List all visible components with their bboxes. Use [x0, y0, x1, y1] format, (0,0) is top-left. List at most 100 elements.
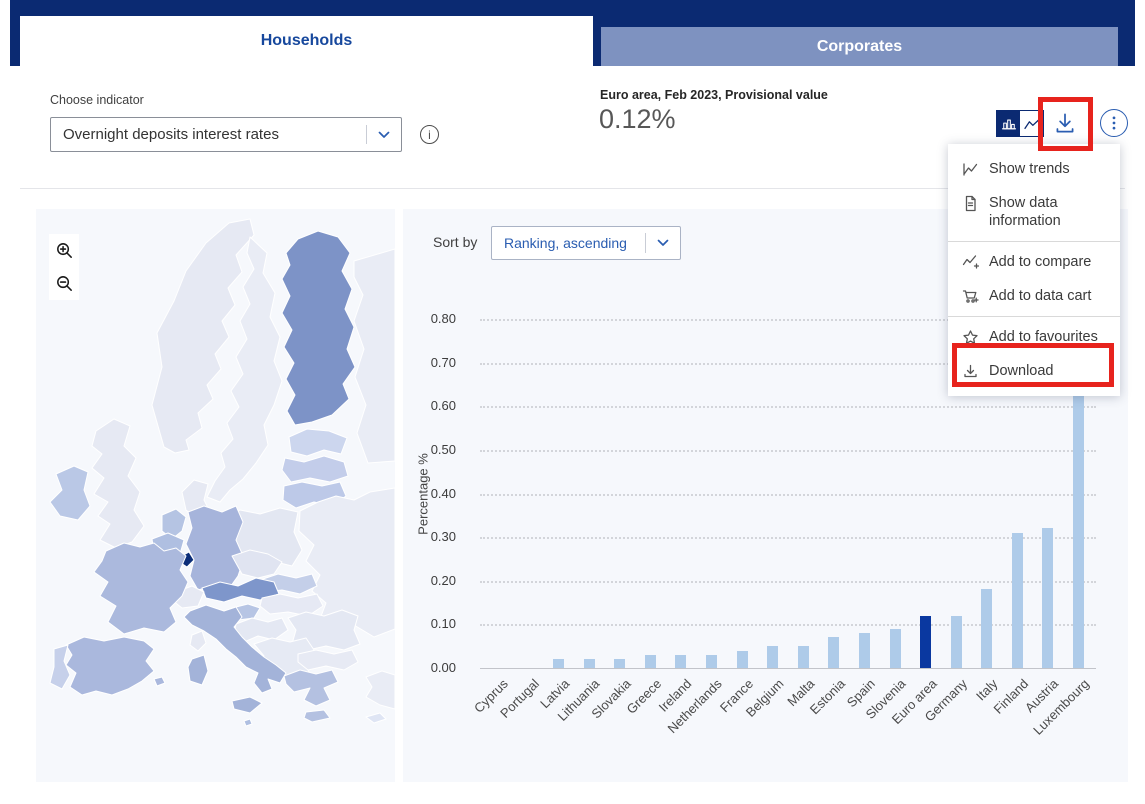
y-tick-label: 0.20: [430, 572, 456, 588]
gridline-0.40: [480, 493, 1096, 496]
more-options-button[interactable]: [1100, 109, 1128, 137]
latest-value: 0.12%: [599, 104, 676, 134]
tab-corporates-label: Corporates: [816, 37, 903, 55]
map-country-uk[interactable]: [91, 418, 145, 549]
map-country-malta[interactable]: [243, 718, 253, 727]
map-country-turkey[interactable]: [365, 670, 395, 710]
y-axis-ticks: 0.00 0.10 0.20 0.30 0.40 0.50 0.60 0.70 0.80: [412, 311, 468, 675]
zoom-in-button[interactable]: [52, 239, 76, 263]
line-chart-icon[interactable]: [1020, 111, 1043, 136]
map-country-italy[interactable]: [231, 696, 263, 714]
map-country-estonia[interactable]: [288, 428, 348, 457]
gridline-0.80: [480, 319, 1096, 321]
gridline-0.20: [480, 580, 1096, 583]
europe-choropleth-map: [49, 218, 395, 727]
bar-austria[interactable]: [1042, 528, 1054, 668]
select-divider: [645, 233, 646, 253]
map-country-portugal[interactable]: [49, 644, 71, 690]
menu-item-download[interactable]: Download: [948, 343, 1120, 388]
bar-slovakia[interactable]: [614, 659, 626, 668]
info-circle-icon[interactable]: [420, 125, 439, 144]
kebab-menu-icon: [1112, 116, 1116, 130]
bar-germany[interactable]: [950, 615, 962, 668]
sort-select-value: Ranking, ascending: [504, 235, 627, 251]
map-country-spain[interactable]: [65, 636, 155, 696]
y-tick-label: 0.40: [430, 485, 456, 501]
bar-belgium[interactable]: [767, 646, 779, 668]
menu-item-add-to-compare[interactable]: Add to compare: [948, 245, 1120, 279]
map-country-bulgaria[interactable]: [297, 649, 359, 671]
map-country-norway[interactable]: [151, 218, 255, 454]
map-country-netherlands[interactable]: [161, 508, 187, 540]
menu-item-show-trends[interactable]: Show trends: [948, 152, 1120, 186]
bar-euro-area[interactable]: [920, 615, 932, 668]
menu-item-label: Add to favourites: [989, 329, 1098, 345]
cart-plus-icon: [962, 288, 979, 305]
chevron-down-icon: [646, 239, 680, 247]
map-zoom-controls: [49, 234, 79, 300]
menu-item-add-to-favourites[interactable]: Add to favourites: [948, 320, 1120, 354]
map-country-sweden[interactable]: [206, 236, 283, 503]
map-country-finland[interactable]: [281, 230, 356, 426]
bar-italy[interactable]: [981, 589, 993, 668]
chart-view-toggle: [996, 110, 1044, 137]
map-country-corsica[interactable]: [189, 630, 207, 652]
map-country-russia[interactable]: [353, 248, 395, 464]
map-panel: [36, 209, 395, 782]
menu-item-label: Add to data cart: [989, 288, 1092, 304]
gridline-0.60: [480, 406, 1096, 409]
zoom-out-button[interactable]: [52, 272, 76, 296]
menu-divider: [948, 241, 1120, 242]
download-button[interactable]: [1050, 108, 1080, 138]
menu-item-label: Show trends: [989, 161, 1070, 177]
bar-france[interactable]: [736, 650, 748, 668]
bar-lithuania[interactable]: [583, 659, 595, 668]
menu-item-show-data-information[interactable]: Show data information: [948, 186, 1120, 238]
tab-households[interactable]: Households: [20, 16, 593, 66]
bar-chart-icon[interactable]: [997, 111, 1020, 136]
sort-select[interactable]: Ranking, ascending: [491, 226, 681, 260]
bar-latvia[interactable]: [553, 659, 565, 668]
menu-item-add-to-data-cart[interactable]: Add to data cart: [948, 279, 1120, 313]
map-country-greece[interactable]: [283, 669, 339, 707]
bar-spain[interactable]: [858, 633, 870, 668]
star-icon: [962, 329, 979, 346]
indicator-select[interactable]: Overnight deposits interest rates: [50, 117, 402, 152]
map-country-germany[interactable]: [185, 505, 245, 591]
indicator-select-value: Overnight deposits interest rates: [63, 126, 279, 143]
map-country-hungary[interactable]: [259, 593, 324, 617]
bar-ireland[interactable]: [675, 654, 687, 668]
gridline-0.70: [480, 362, 1096, 365]
map-country-czechia[interactable]: [231, 549, 283, 579]
chart-plus-icon: [962, 254, 980, 271]
zoom-out-icon: [56, 276, 72, 291]
map-country-latvia[interactable]: [281, 455, 349, 483]
gridline-0.10: [480, 624, 1096, 627]
map-country-greece[interactable]: [303, 709, 331, 723]
gridline-0.00: [480, 668, 1096, 669]
map-country-spain[interactable]: [153, 676, 166, 687]
bar-finland[interactable]: [1011, 532, 1023, 668]
bar-greece[interactable]: [644, 654, 656, 668]
zoom-in-icon: [56, 243, 72, 258]
map-country-cyprus[interactable]: [365, 712, 387, 724]
context-menu-list: Show trends Show data information Add to c…: [948, 144, 1120, 396]
bar-slovenia[interactable]: [889, 628, 901, 668]
map-country-italy[interactable]: [183, 604, 287, 694]
menu-item-label: Download: [989, 363, 1054, 379]
chevron-down-icon: [367, 131, 401, 139]
select-divider: [366, 124, 367, 145]
map-country-italy[interactable]: [187, 654, 209, 686]
map-country-ireland[interactable]: [49, 465, 91, 521]
map-country-france[interactable]: [93, 542, 189, 635]
sort-by-label: Sort by: [433, 234, 478, 250]
tab-households-label: Households: [260, 32, 353, 49]
bar-luxembourg[interactable]: [1073, 393, 1085, 668]
bar-netherlands[interactable]: [706, 654, 718, 668]
bar-estonia[interactable]: [828, 637, 840, 668]
bar-malta[interactable]: [797, 646, 809, 668]
y-tick-label: 0.50: [430, 441, 456, 457]
gridline-0.50: [480, 449, 1096, 452]
menu-item-label: Add to compare: [989, 254, 1092, 270]
tab-corporates[interactable]: Corporates: [601, 27, 1118, 66]
